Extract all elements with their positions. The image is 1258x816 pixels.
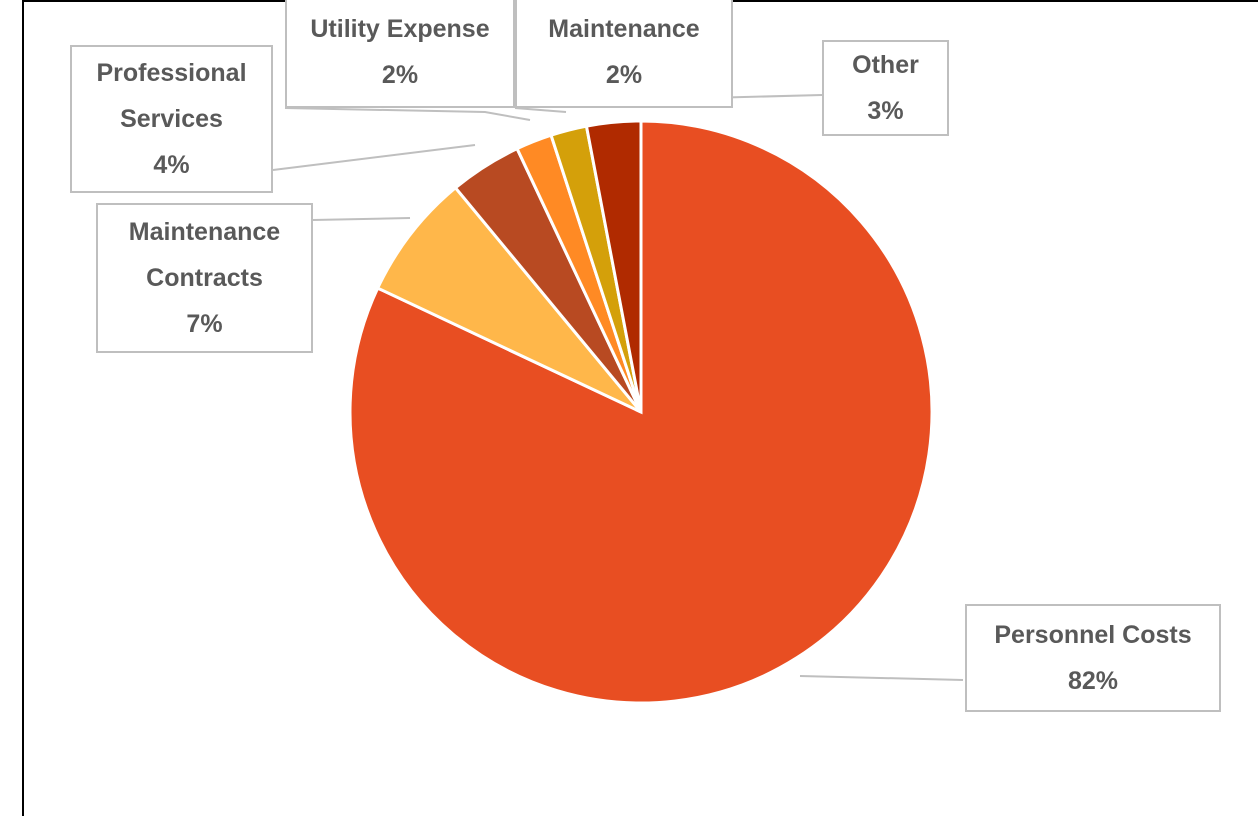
data-label-name: Maintenance	[548, 14, 700, 43]
leader-line	[312, 217, 411, 221]
data-label-value: 4%	[153, 151, 190, 179]
data-label-value: 82%	[1067, 667, 1119, 695]
data-label-value: 3%	[867, 97, 904, 125]
leader-line	[284, 107, 531, 121]
data-label: Maintenance 2%	[515, 0, 733, 108]
data-label: Utility Expense 2%	[285, 0, 515, 108]
pie-slice	[584, 119, 643, 413]
data-label-name: Personnel Costs	[994, 621, 1192, 649]
pie-slice	[375, 185, 643, 414]
leader-line	[799, 675, 964, 681]
data-label: Professional Services 4%	[70, 45, 273, 193]
data-label-name: Utility Expense	[310, 14, 490, 43]
data-label-value: 2%	[605, 60, 643, 89]
data-label: Personnel Costs 82%	[965, 604, 1221, 712]
leader-line	[514, 107, 567, 113]
data-label-value: 7%	[186, 310, 223, 338]
data-label-value: 2%	[381, 60, 419, 89]
data-label-name: Other	[852, 51, 919, 79]
pie-slice	[348, 119, 934, 705]
data-label: Maintenance Contracts 7%	[96, 203, 313, 353]
leader-line	[272, 144, 476, 171]
data-label-name: Maintenance Contracts	[128, 218, 281, 292]
data-label: Other 3%	[822, 40, 949, 136]
data-label-name: Professional Services	[96, 59, 247, 133]
